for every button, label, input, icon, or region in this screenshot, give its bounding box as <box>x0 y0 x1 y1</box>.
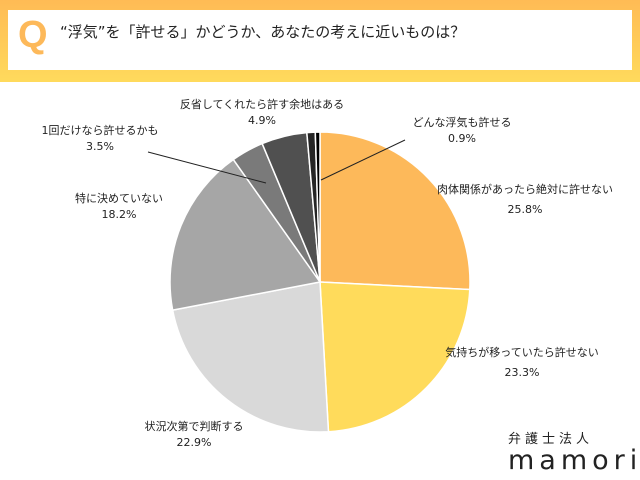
label-once: 1回だけなら許せるかも 3.5% <box>41 124 159 153</box>
leader-line-0.9 <box>320 139 406 181</box>
label-reflect: 反省してくれたら許す余地はある 4.9% <box>179 98 345 127</box>
pie-slice-2 <box>171 281 330 433</box>
header-inner <box>8 10 632 70</box>
label-undecided: 特に決めていない 18.2% <box>75 192 163 221</box>
label-any: どんな浮気も許せる 0.9% <box>412 116 512 145</box>
logo-en: mamori <box>508 445 640 476</box>
label-feelings: 気持ちが移っていたら許せない 23.3% <box>445 346 599 379</box>
label-situation: 状況次第で判断する 22.9% <box>144 420 244 449</box>
pie-slice-7 <box>314 131 321 283</box>
leader-line-3.5 <box>147 151 267 184</box>
pie-slice-0 <box>319 131 471 291</box>
mamori-logo: 弁護士法人 mamori <box>508 428 640 475</box>
label-physical: 肉体関係があったら絶対に許せない 25.8% <box>437 183 613 216</box>
logo-jp: 弁護士法人 <box>508 432 594 447</box>
q-mark: Q <box>18 14 48 56</box>
pie-slice-3 <box>169 158 322 311</box>
question-title: “浮気”を「許せる」かどうか、あなたの考えに近いものは？ <box>60 23 466 41</box>
pie-slice-1 <box>319 281 471 433</box>
header-frame: Q “浮気”を「許せる」かどうか、あなたの考えに近いものは？ <box>0 0 640 82</box>
